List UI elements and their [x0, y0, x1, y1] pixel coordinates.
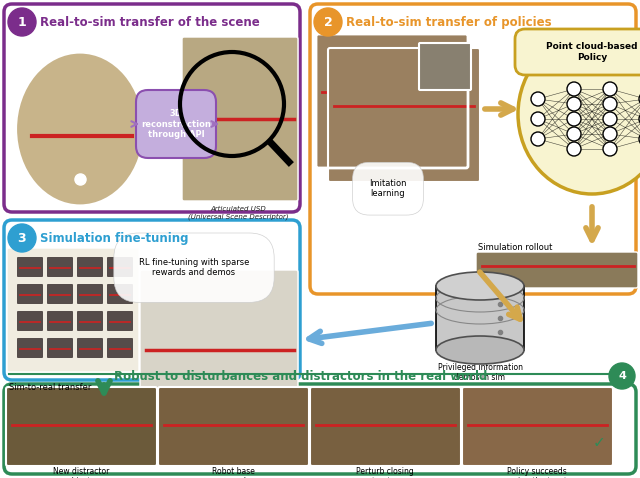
Text: Robust to disturbances and distractors in the real world: Robust to disturbances and distractors i… [114, 369, 488, 382]
Circle shape [603, 82, 617, 96]
Ellipse shape [518, 34, 640, 194]
Text: Articulated USD
(Universal Scene Descriptor): Articulated USD (Universal Scene Descrip… [188, 206, 288, 219]
FancyBboxPatch shape [328, 48, 480, 182]
FancyBboxPatch shape [77, 257, 103, 277]
Ellipse shape [436, 272, 524, 300]
Text: 1: 1 [18, 15, 26, 29]
FancyBboxPatch shape [316, 34, 468, 168]
Text: RL fine-tuning with sparse
rewards and demos: RL fine-tuning with sparse rewards and d… [139, 258, 249, 277]
Circle shape [531, 132, 545, 146]
FancyBboxPatch shape [7, 248, 139, 372]
FancyBboxPatch shape [476, 252, 638, 288]
Circle shape [314, 8, 342, 36]
Text: 4: 4 [618, 371, 626, 381]
FancyBboxPatch shape [107, 311, 133, 331]
FancyBboxPatch shape [6, 387, 157, 466]
FancyBboxPatch shape [47, 284, 73, 304]
FancyBboxPatch shape [77, 284, 103, 304]
Text: Privileged information
demos in sim: Privileged information demos in sim [438, 363, 522, 382]
FancyBboxPatch shape [515, 29, 640, 75]
Circle shape [639, 112, 640, 126]
FancyBboxPatch shape [140, 270, 298, 398]
Ellipse shape [436, 336, 524, 364]
FancyBboxPatch shape [158, 387, 309, 466]
Circle shape [531, 92, 545, 106]
Circle shape [603, 97, 617, 111]
FancyBboxPatch shape [17, 284, 43, 304]
FancyBboxPatch shape [107, 284, 133, 304]
Circle shape [603, 127, 617, 141]
Text: Sim-to-real transfer: Sim-to-real transfer [9, 383, 92, 392]
FancyBboxPatch shape [136, 90, 216, 158]
Text: 3D
reconstruction
through API: 3D reconstruction through API [141, 109, 211, 139]
Text: Imitation
learning: Imitation learning [369, 179, 407, 198]
Text: Point cloud-based
Policy: Point cloud-based Policy [547, 42, 637, 62]
FancyBboxPatch shape [47, 257, 73, 277]
FancyBboxPatch shape [17, 311, 43, 331]
Text: Simulation fine-tuning: Simulation fine-tuning [40, 231, 189, 245]
Circle shape [639, 132, 640, 146]
Text: Real-to-sim transfer of the scene: Real-to-sim transfer of the scene [40, 15, 260, 29]
FancyBboxPatch shape [310, 387, 461, 466]
FancyBboxPatch shape [462, 387, 613, 466]
Text: Real-to-sim transfer of policies: Real-to-sim transfer of policies [346, 15, 552, 29]
Text: New distractor
objects: New distractor objects [53, 467, 109, 478]
FancyBboxPatch shape [107, 257, 133, 277]
FancyBboxPatch shape [182, 37, 298, 201]
Circle shape [609, 363, 635, 389]
FancyBboxPatch shape [107, 338, 133, 358]
Text: 3: 3 [18, 231, 26, 245]
FancyBboxPatch shape [77, 311, 103, 331]
Circle shape [567, 142, 581, 156]
FancyBboxPatch shape [17, 257, 43, 277]
Circle shape [603, 112, 617, 126]
Ellipse shape [15, 52, 145, 206]
Circle shape [567, 112, 581, 126]
Circle shape [567, 127, 581, 141]
Circle shape [8, 224, 36, 252]
Circle shape [567, 97, 581, 111]
Text: Perturb closing
toaster: Perturb closing toaster [356, 467, 414, 478]
FancyBboxPatch shape [419, 43, 471, 90]
Circle shape [603, 142, 617, 156]
Circle shape [531, 112, 545, 126]
Text: 2: 2 [324, 15, 332, 29]
FancyBboxPatch shape [17, 338, 43, 358]
Text: ✓: ✓ [593, 435, 605, 450]
Text: Simulation rollout: Simulation rollout [478, 243, 552, 252]
FancyBboxPatch shape [47, 338, 73, 358]
FancyBboxPatch shape [77, 338, 103, 358]
Text: Robot base
moved: Robot base moved [212, 467, 255, 478]
Circle shape [8, 8, 36, 36]
Circle shape [639, 92, 640, 106]
FancyBboxPatch shape [47, 311, 73, 331]
Text: Policy succeeds
opening the toaster: Policy succeeds opening the toaster [499, 467, 575, 478]
Circle shape [567, 82, 581, 96]
FancyBboxPatch shape [436, 286, 524, 350]
